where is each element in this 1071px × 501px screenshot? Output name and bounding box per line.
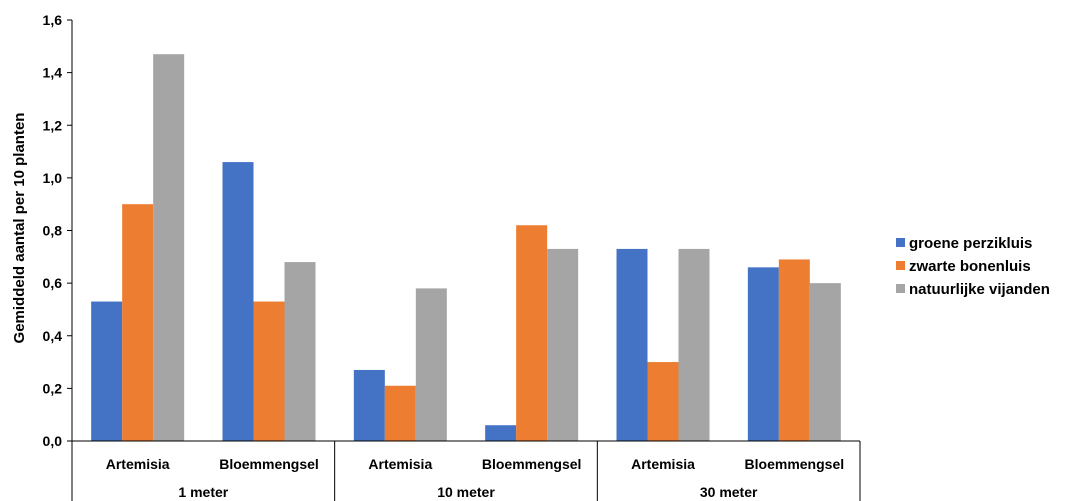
bar xyxy=(678,248,710,441)
legend-swatch xyxy=(896,261,905,270)
legend-swatch xyxy=(896,284,905,293)
x-axis: Artemisia Bloemmengsel Artemisia Bloemmengs… xyxy=(71,440,861,501)
legend-label: groene perzikluis xyxy=(909,235,1032,252)
y-axis: 0,0 0,2 0,4 0,6 0,8 1,0 1,2 1,4 1,6 xyxy=(43,12,73,449)
y-tick-label: 0,6 xyxy=(43,275,63,291)
legend-label: natuurlijke vijanden xyxy=(909,281,1050,298)
bar xyxy=(353,369,385,441)
bar xyxy=(384,385,416,441)
y-tick-label: 0,8 xyxy=(43,223,63,239)
x-tick-label: Artemisia xyxy=(106,456,170,472)
bar xyxy=(284,262,316,441)
y-tick-label: 0,4 xyxy=(43,328,63,344)
x-tick-label: Bloemmengsel xyxy=(482,456,582,472)
bar xyxy=(91,301,123,441)
x-tick-label: Artemisia xyxy=(368,456,432,472)
bar xyxy=(647,362,679,441)
bar xyxy=(485,425,517,441)
y-tick-label: 1,2 xyxy=(43,117,63,133)
bar xyxy=(122,204,154,441)
bar xyxy=(415,288,447,441)
y-axis-title: Gemiddeld aantal per 10 planten xyxy=(11,113,28,344)
y-tick-label: 1,4 xyxy=(43,65,63,81)
x-group-label: 30 meter xyxy=(700,484,758,500)
legend-label: zwarte bonenluis xyxy=(909,258,1031,275)
bar xyxy=(616,248,648,441)
bars xyxy=(91,54,841,442)
y-tick-label: 0,0 xyxy=(43,433,63,449)
x-group-label: 1 meter xyxy=(178,484,228,500)
y-tick-label: 1,0 xyxy=(43,170,63,186)
bar xyxy=(778,259,810,441)
x-tick-label: Artemisia xyxy=(631,456,695,472)
bar xyxy=(516,225,548,441)
x-tick-label: Bloemmengsel xyxy=(745,456,845,472)
bar xyxy=(253,301,285,441)
bar xyxy=(547,248,579,441)
legend-swatch xyxy=(896,238,905,247)
y-tick-label: 1,6 xyxy=(43,12,63,28)
x-group-label: 10 meter xyxy=(437,484,495,500)
bar xyxy=(222,162,254,441)
bar xyxy=(153,54,185,442)
y-tick-label: 0,2 xyxy=(43,380,63,396)
bar xyxy=(747,267,779,441)
bar xyxy=(809,283,841,441)
legend: groene perzikluis zwarte bonenluis natuurl… xyxy=(896,235,1050,298)
x-tick-label: Bloemmengsel xyxy=(219,456,319,472)
